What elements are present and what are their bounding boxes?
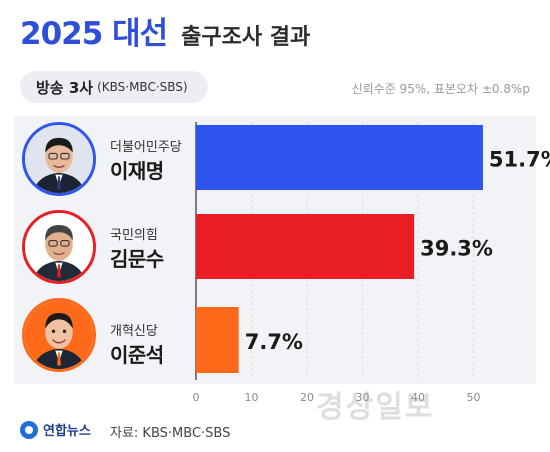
title-main: 2025 대선 xyxy=(20,16,168,52)
candidate-name-2: 김문수 xyxy=(110,247,164,271)
source-text: 자료: KBS·MBC·SBS xyxy=(110,426,231,441)
logo-icon xyxy=(20,420,38,439)
avatar-candidate-2 xyxy=(22,210,96,284)
x-tick-label-40: 40 xyxy=(411,391,425,404)
party-label-2: 국민의힘 xyxy=(110,228,158,243)
title-sub: 출구조사 결과 xyxy=(181,25,311,50)
x-tick-label-30: 30 xyxy=(356,391,370,404)
party-label-3: 개혁신당 xyxy=(110,324,158,339)
logo-text: 연합뉴스 xyxy=(43,424,91,439)
portrait-icon xyxy=(25,213,93,281)
value-label-3: 7.7% xyxy=(245,330,303,354)
survey-note: 신뢰수준 95%, 표본오차 ±0.8%p xyxy=(351,82,530,96)
bar-2 xyxy=(196,214,415,279)
broadcast-pill: 방송 3사 (KBS·MBC·SBS) xyxy=(20,71,208,103)
candidate-name-3: 이준석 xyxy=(110,343,164,367)
bar-1 xyxy=(196,125,483,190)
value-label-1: 51.7% xyxy=(489,148,550,172)
avatar-candidate-3 xyxy=(22,298,96,372)
title: 2025 대선 출구조사 결과 xyxy=(20,14,310,54)
party-label-1: 더불어민주당 xyxy=(110,140,182,155)
portrait-icon xyxy=(25,125,93,193)
bar-3 xyxy=(196,307,239,373)
value-label-2: 39.3% xyxy=(420,237,493,261)
candidate-name-1: 이재명 xyxy=(110,159,164,183)
broadcast-label: 방송 3사 xyxy=(36,78,94,97)
x-tick-label-20: 20 xyxy=(300,391,314,404)
broadcast-paren: (KBS·MBC·SBS) xyxy=(97,80,188,94)
x-tick-label-0: 0 xyxy=(193,391,200,404)
x-tick-label-10: 10 xyxy=(245,391,259,404)
portrait-icon xyxy=(25,301,93,369)
publisher-logo: 연합뉴스 xyxy=(20,420,91,439)
x-tick-label-50: 50 xyxy=(467,391,481,404)
avatar-candidate-1 xyxy=(22,122,96,196)
